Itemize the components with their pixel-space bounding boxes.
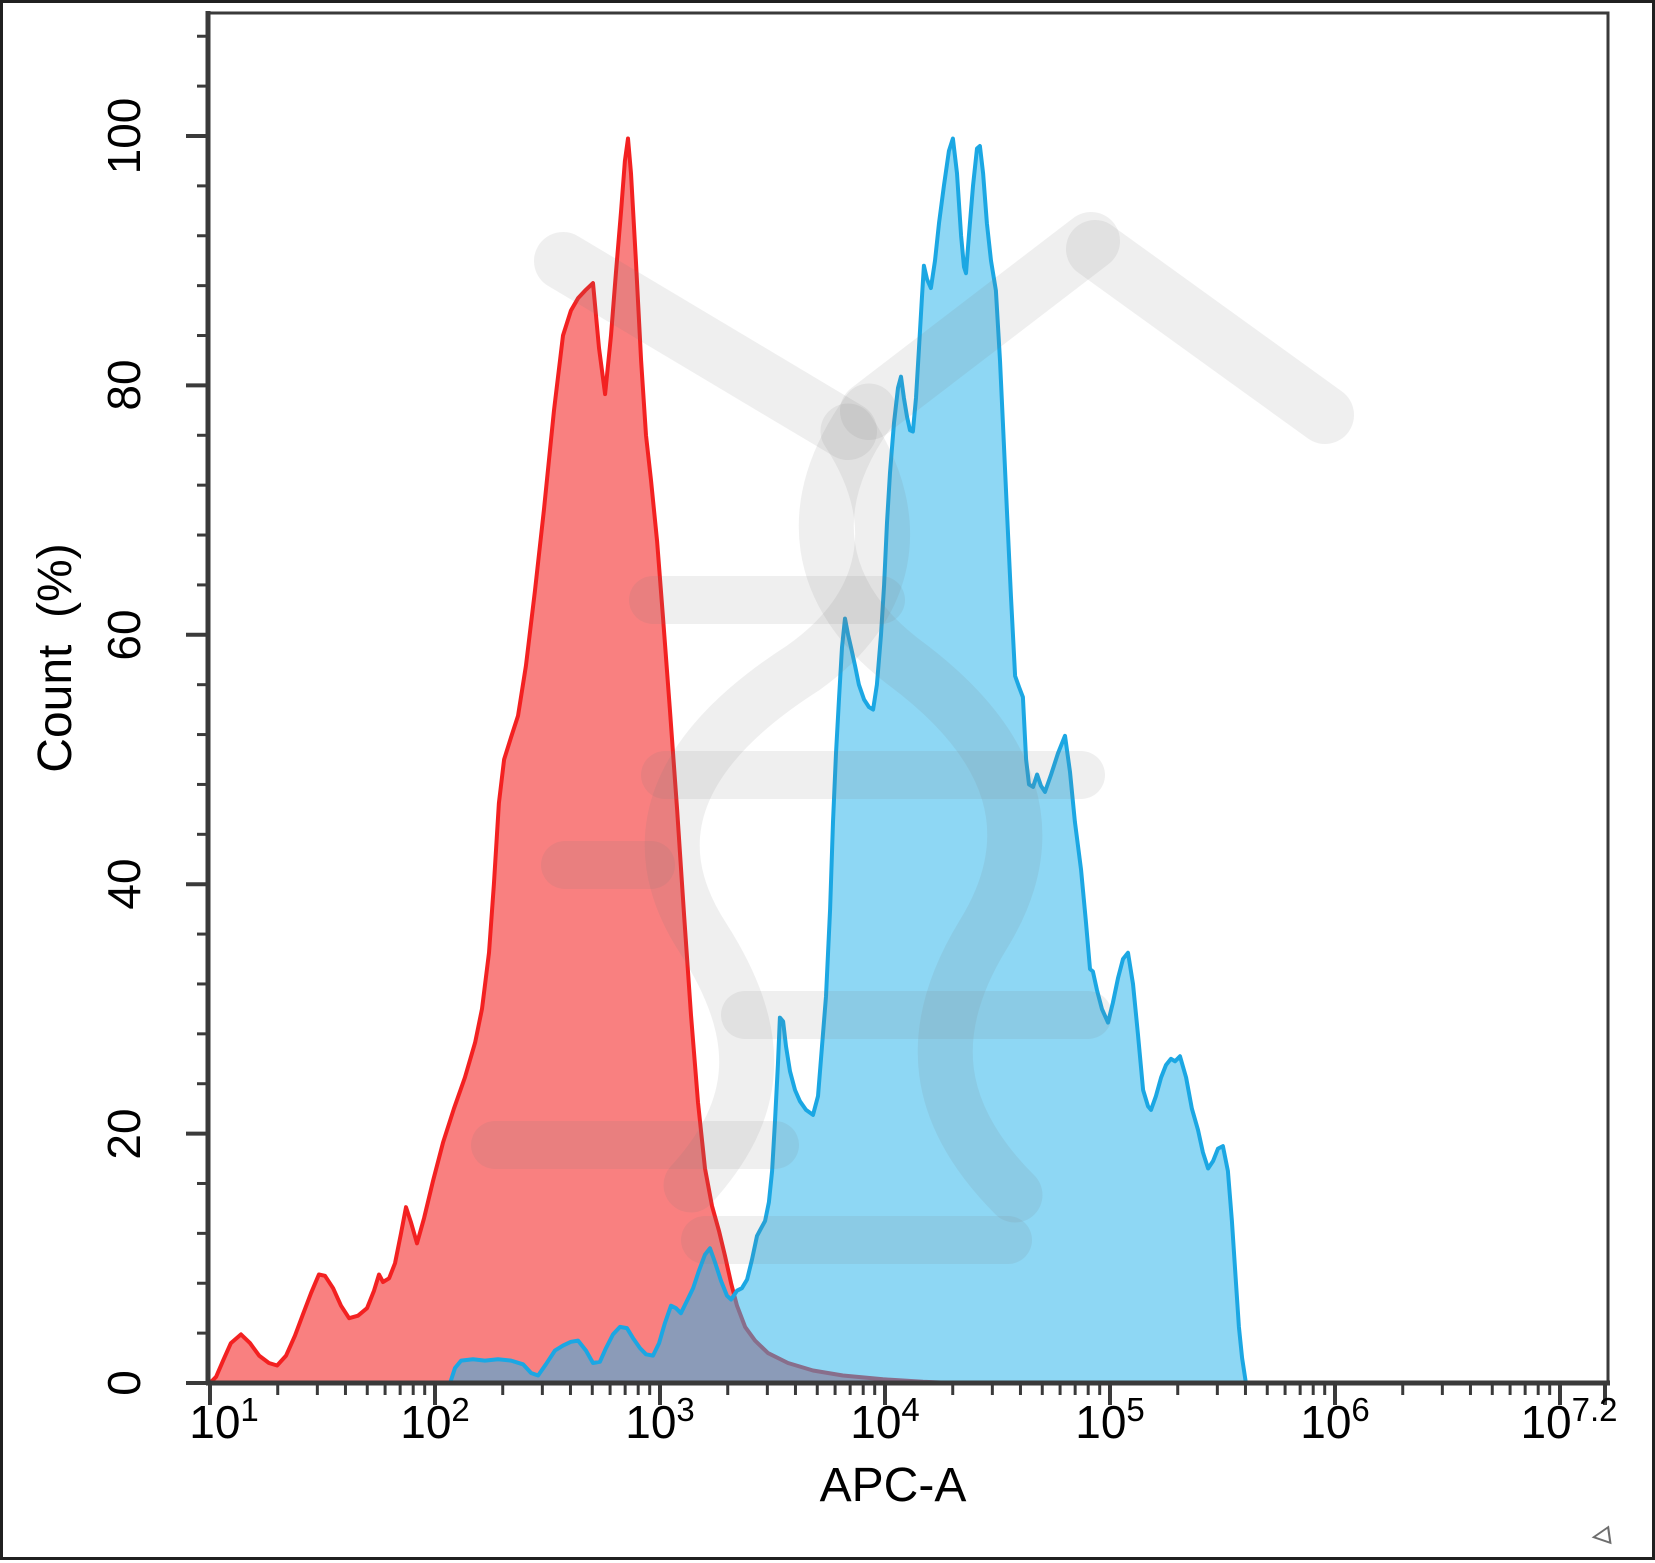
helix-watermark-logo	[471, 212, 1354, 1264]
blue-histogram-area	[448, 136, 1248, 1385]
red-histogram-area	[208, 136, 955, 1385]
histogram-plot	[186, 11, 1610, 1405]
